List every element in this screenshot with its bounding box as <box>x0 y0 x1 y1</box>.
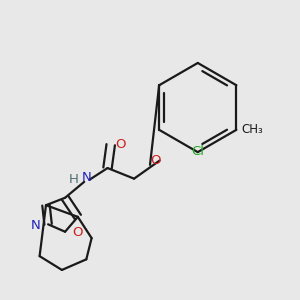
Text: CH₃: CH₃ <box>242 123 263 136</box>
Text: O: O <box>150 154 160 167</box>
Text: O: O <box>115 138 125 151</box>
Text: N: N <box>81 171 91 184</box>
Text: O: O <box>73 226 83 239</box>
Text: Cl: Cl <box>191 146 204 158</box>
Text: H: H <box>69 173 79 186</box>
Text: N: N <box>31 219 41 232</box>
